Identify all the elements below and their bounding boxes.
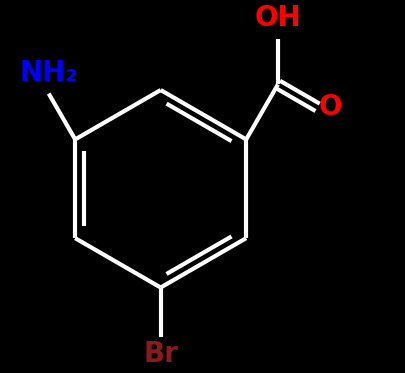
Text: O: O (318, 93, 341, 121)
Text: OH: OH (254, 3, 301, 32)
Text: Br: Br (143, 341, 178, 369)
Text: NH₂: NH₂ (19, 59, 78, 87)
